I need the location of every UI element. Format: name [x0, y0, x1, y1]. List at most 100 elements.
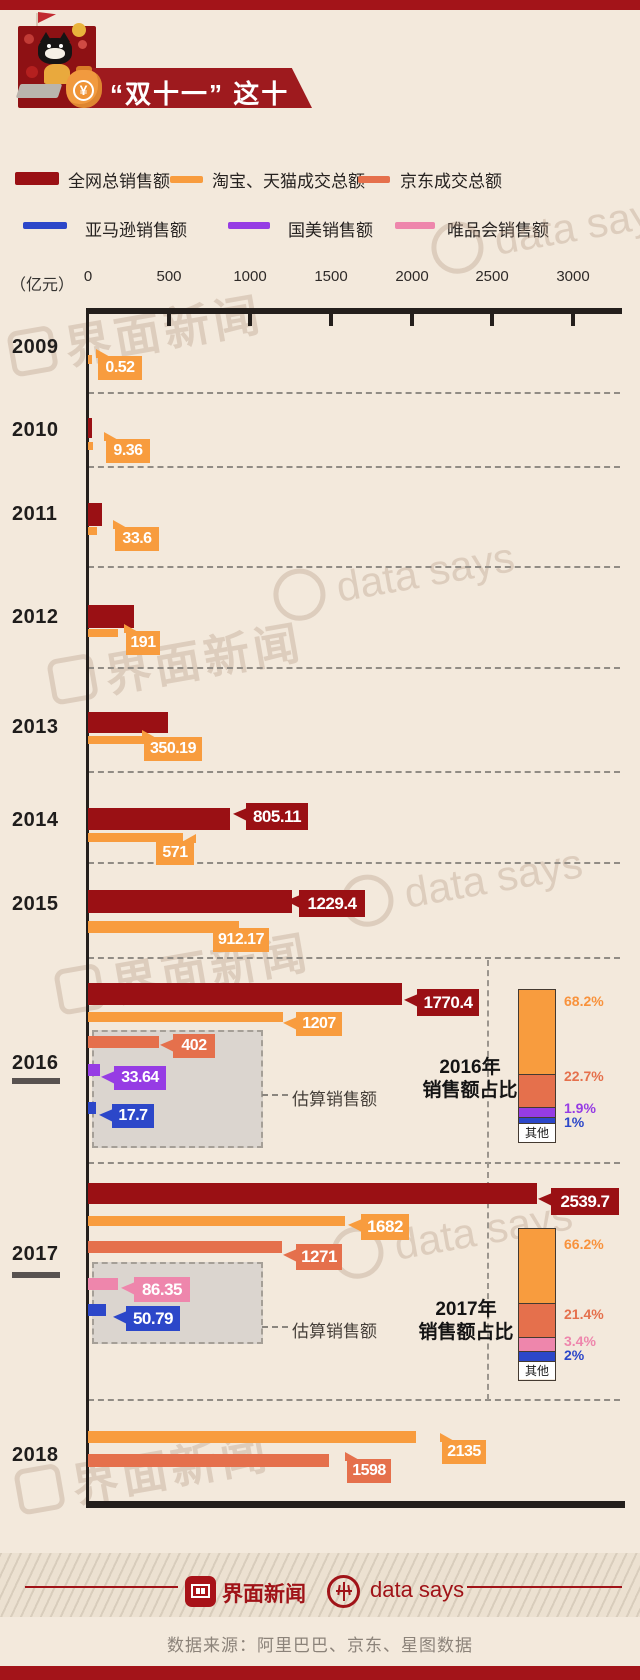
bar-2013-tmall — [88, 736, 147, 744]
row-separator — [88, 566, 620, 568]
estimate-leader-2016 — [262, 1094, 288, 1096]
datasays-logo-icon — [327, 1575, 360, 1608]
bar-2012-tmall — [88, 629, 118, 637]
badge-2015-tmall: 912.17 — [213, 928, 269, 952]
axis-tick — [248, 314, 252, 326]
year-label-2010: 2010 — [12, 419, 59, 441]
bar-2011-tmall — [88, 527, 97, 535]
year-label-2011: 2011 — [12, 503, 58, 525]
keyboard-icon — [15, 84, 63, 98]
cat-eye — [47, 44, 51, 48]
title-banner: “双十一” 这十年 — [88, 68, 312, 108]
year-label-2013: 2013 — [12, 716, 59, 738]
bar-2017-tmall — [88, 1216, 345, 1226]
year-label-2014: 2014 — [12, 809, 59, 831]
badge-2014-tmall: 571 — [156, 841, 194, 865]
share-title-2016-line2: 销售额占比 — [422, 1080, 518, 1101]
row-separator — [88, 667, 620, 669]
share-title-2017-line2: 销售额占比 — [418, 1322, 514, 1343]
watermark-datasays: data says — [337, 837, 586, 931]
bar-2017-vip — [88, 1278, 118, 1290]
legend-label-amazon: 亚马逊销售额 — [85, 221, 187, 240]
bar-2015-total — [88, 890, 292, 913]
bar-2010-tmall — [88, 442, 93, 450]
badge-2016-amazon: 17.7 — [112, 1104, 154, 1128]
estimate-note-2016: 估算销售额 — [292, 1090, 377, 1109]
axis-tick — [490, 314, 494, 326]
segment-2016-amazon — [519, 1117, 555, 1123]
bottom-axis-line — [86, 1501, 625, 1508]
bar-2017-amazon — [88, 1304, 106, 1316]
segment-2017-jd — [519, 1303, 555, 1337]
decor-dot — [26, 66, 38, 78]
pct-2016-amazon: 1% — [564, 1114, 585, 1130]
year-underline-2017 — [12, 1272, 60, 1278]
cat-eye — [59, 44, 63, 48]
segment-2017-tmall — [519, 1229, 555, 1303]
stacked-bar-2017: 其他 — [518, 1228, 556, 1381]
badge-2017-tmall: 1682 — [361, 1214, 409, 1240]
badge-2012-tmall: 191 — [126, 631, 160, 655]
badge-2018-jd: 1598 — [347, 1459, 391, 1483]
tick-2000: 2000 — [395, 268, 429, 285]
legend-label-gome: 国美销售额 — [288, 221, 373, 240]
bar-2017-jd — [88, 1241, 282, 1253]
tick-500: 500 — [156, 268, 182, 285]
badge-2016-jd: 402 — [173, 1034, 215, 1058]
year-label-2012: 2012 — [12, 606, 59, 628]
watermark-datasays: data says — [269, 531, 518, 625]
segment-2016-tmall — [519, 990, 555, 1074]
footer-divider-right — [467, 1586, 622, 1588]
cat-ear-icon — [58, 32, 70, 42]
row-separator — [88, 862, 620, 864]
bar-2012-total — [88, 605, 134, 628]
segment-2017-other: 其他 — [519, 1361, 555, 1379]
segment-2016-gome — [519, 1107, 555, 1117]
bar-2018-tmall — [88, 1431, 416, 1443]
legend-label-tmall: 淘宝、天猫成交总额 — [212, 172, 365, 191]
tick-3000: 3000 — [556, 268, 590, 285]
bar-2014-tmall — [88, 833, 183, 842]
badge-2015-total: 1229.4 — [299, 890, 365, 917]
row-separator — [88, 392, 620, 394]
bar-2017-total — [88, 1183, 537, 1204]
axis-tick — [571, 314, 575, 326]
footer-brand-jiemian: 界面新闻 — [222, 1583, 306, 1606]
year-label-2018: 2018 — [12, 1444, 59, 1466]
decor-dot — [78, 40, 87, 49]
badge-2017-total: 2539.7 — [551, 1188, 619, 1215]
badge-2016-tmall: 1207 — [296, 1012, 342, 1036]
bar-2016-tmall — [88, 1012, 283, 1022]
jiemian-watermark-icon — [45, 652, 100, 706]
share-title-2016-line1: 2016年 — [439, 1057, 501, 1078]
bar-2013-total — [88, 712, 168, 733]
legend-label-vip: 唯品会销售额 — [447, 221, 549, 240]
tick-1000: 1000 — [233, 268, 267, 285]
legend-label-total: 全网总销售额 — [68, 172, 170, 191]
bar-2016-gome — [88, 1064, 100, 1076]
page-title: “双十一” 这十年 — [110, 79, 290, 146]
estimate-box-2017 — [92, 1262, 263, 1344]
share-column-separator — [487, 960, 489, 1400]
axis-tick — [410, 314, 414, 326]
badge-2009-tmall: 0.52 — [98, 356, 142, 380]
red-flag-icon — [38, 12, 56, 23]
estimate-leader-2017 — [262, 1326, 288, 1328]
legend-label-jd: 京东成交总额 — [400, 172, 502, 191]
x-axis-line — [86, 308, 622, 314]
pct-2016-jd: 22.7% — [564, 1068, 604, 1084]
badge-2017-vip: 86.35 — [134, 1277, 190, 1302]
tick-1500: 1500 — [314, 268, 348, 285]
top-red-strip — [0, 0, 640, 10]
bar-2015-tmall — [88, 921, 239, 933]
row-separator — [88, 1399, 620, 1401]
bar-2009-tmall — [88, 355, 92, 364]
row-separator — [88, 1162, 620, 1164]
legend-swatch-jd — [358, 176, 390, 183]
badge-2016-total: 1770.4 — [417, 989, 479, 1016]
pct-2016-tmall: 68.2% — [564, 993, 604, 1009]
pct-2016-gome: 1.9% — [564, 1100, 596, 1116]
pct-2017-vip: 3.4% — [564, 1333, 596, 1349]
y-axis-spine — [86, 308, 89, 1508]
